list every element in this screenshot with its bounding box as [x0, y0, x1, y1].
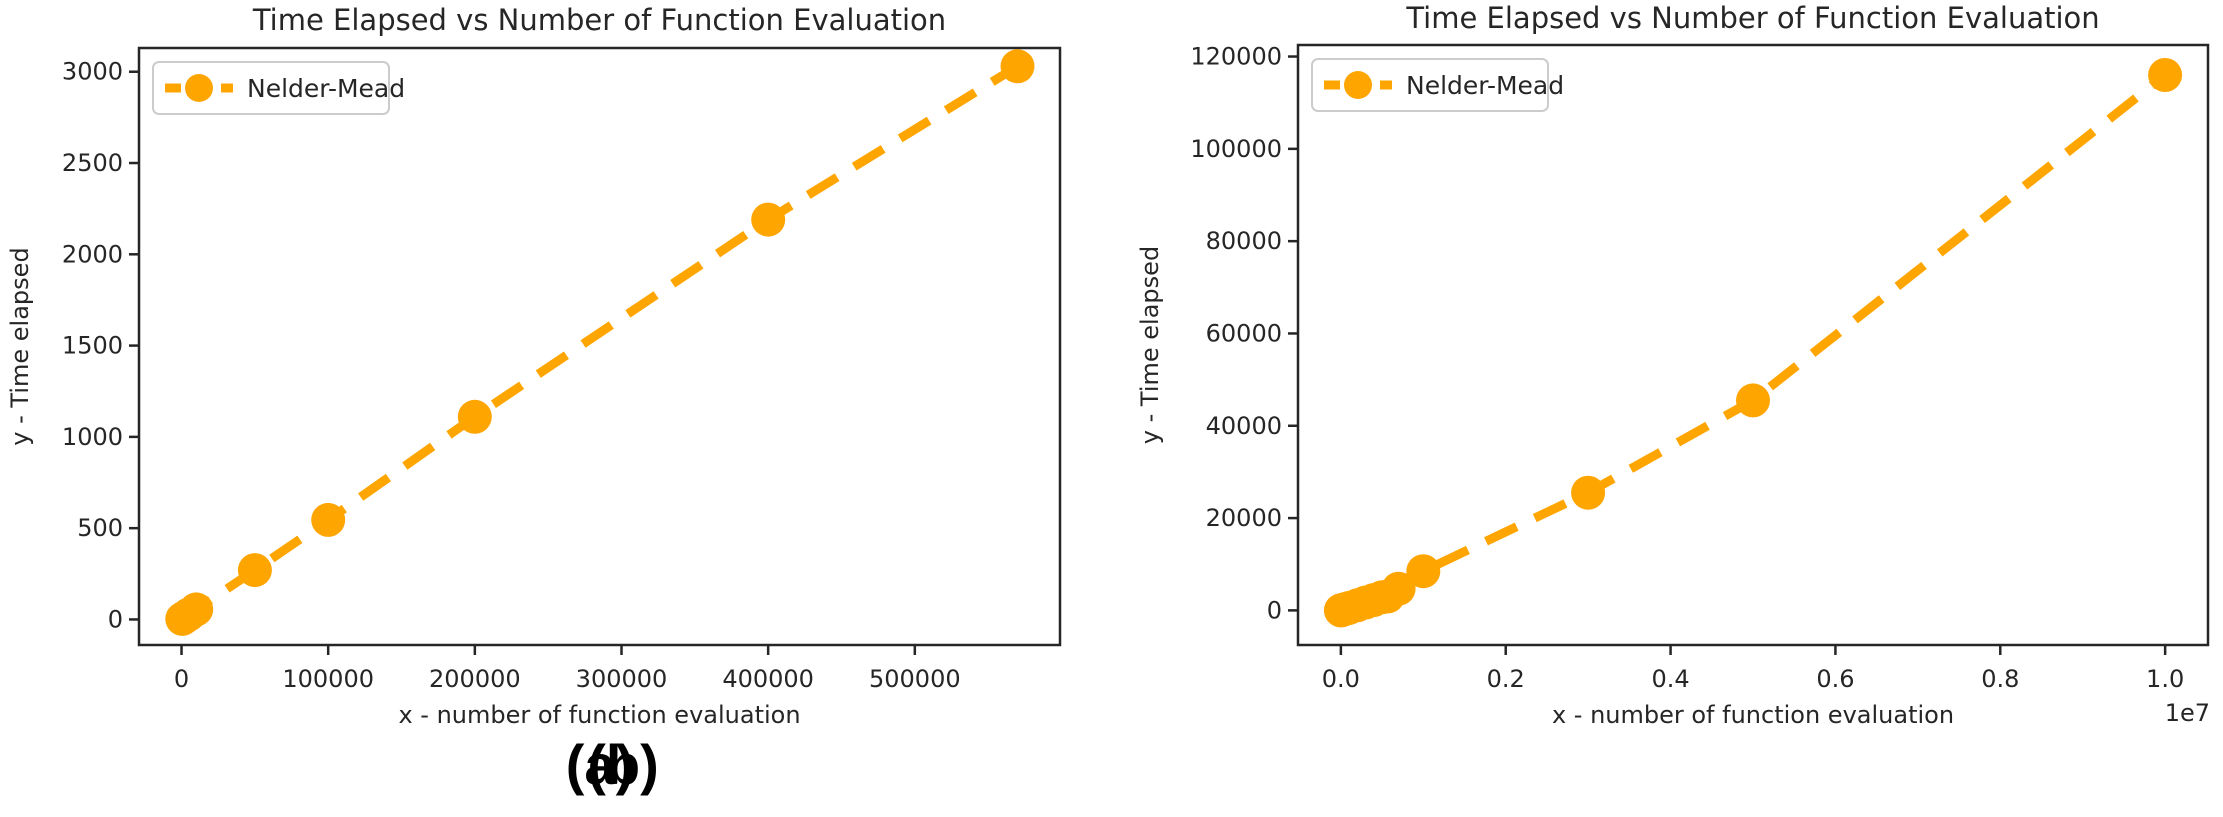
chart-b-plot: 0.0 0.2 0.4 0.6 0.8 1.0 0 20000 40000 60000 80000 1…	[1136, 1, 2210, 729]
y-tick-label: 20000	[1206, 504, 1282, 532]
y-axis-label: y - Time elapsed	[6, 247, 34, 445]
y-tick-label: 120000	[1190, 43, 1282, 71]
data-point	[1000, 49, 1035, 84]
chart-panel-b: 0.0 0.2 0.4 0.6 0.8 1.0 0 20000 40000 60000 80000 1…	[1130, 0, 2223, 745]
chart-panel-a: 0 100000 200000 300000 400000 500000 0 500 1000 1…	[0, 0, 1110, 745]
x-tick-label: 300000	[576, 665, 668, 693]
y-tick-label: 60000	[1206, 319, 1282, 347]
figure-label-b: (b)	[587, 733, 659, 796]
legend-label: Nelder-Mead	[247, 74, 405, 103]
y-tick-label: 3000	[62, 58, 123, 86]
legend-marker	[1344, 71, 1372, 99]
y-tick-label: 2000	[62, 240, 123, 268]
plot-border	[1296, 43, 2210, 647]
x-tick-label: 0.0	[1322, 665, 1360, 693]
y-tick-label: 40000	[1206, 412, 1282, 440]
x-tick-label: 200000	[429, 665, 521, 693]
legend-box	[152, 61, 390, 115]
y-tick-label: 80000	[1206, 227, 1282, 255]
x-tick-label: 500000	[869, 665, 961, 693]
y-tick-label: 1000	[62, 423, 123, 451]
data-point	[1406, 554, 1441, 589]
y-tick-label: 500	[77, 514, 123, 542]
chart-title: Time Elapsed vs Number of Function Evalu…	[252, 3, 946, 37]
data-point	[179, 592, 214, 627]
x-tick-label: 0	[174, 665, 189, 693]
x-tick-label: 0.6	[1816, 665, 1854, 693]
legend-marker	[185, 74, 213, 102]
figure-label-a: (a)	[565, 733, 635, 796]
data-point	[237, 553, 272, 588]
data-point	[2148, 58, 2183, 92]
data-point	[457, 399, 492, 434]
y-tick-label: 1500	[62, 332, 123, 360]
data-point	[311, 502, 346, 537]
x-tick-label: 1.0	[2146, 665, 2184, 693]
x-offset-label: 1e7	[2165, 699, 2210, 727]
chart-title: Time Elapsed vs Number of Function Evalu…	[1405, 1, 2099, 35]
legend-label: Nelder-Mead	[1406, 71, 1564, 100]
x-tick-label: 400000	[722, 665, 814, 693]
data-point	[1381, 571, 1416, 606]
data-point	[1571, 475, 1606, 510]
series-line	[179, 62, 1020, 623]
x-tick-label: 100000	[282, 665, 374, 693]
x-axis-label: x - number of function evaluation	[1552, 701, 1954, 729]
series-line	[1339, 71, 2168, 615]
data-point	[751, 202, 786, 237]
data-point	[1736, 383, 1770, 418]
y-axis-label: y - Time elapsed	[1136, 246, 1164, 444]
y-tick-label: 0	[108, 605, 123, 633]
x-tick-label: 0.8	[1981, 665, 2019, 693]
chart-a-plot: 0 100000 200000 300000 400000 500000 0 500 1000 1…	[6, 3, 1062, 729]
x-tick-label: 0.2	[1487, 665, 1525, 693]
legend-box	[1311, 58, 1549, 112]
x-axis-label: x - number of function evaluation	[398, 701, 800, 729]
y-tick-label: 100000	[1190, 135, 1282, 163]
x-tick-label: 0.4	[1651, 665, 1689, 693]
y-tick-label: 0	[1267, 596, 1282, 624]
y-tick-label: 2500	[62, 149, 123, 177]
